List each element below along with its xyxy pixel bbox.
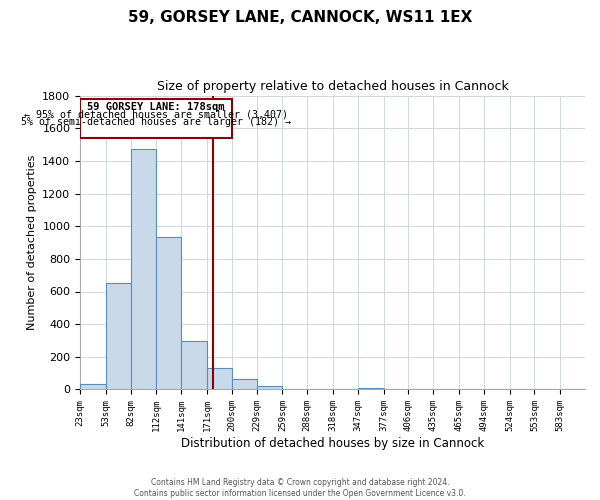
Y-axis label: Number of detached properties: Number of detached properties [27, 155, 37, 330]
Bar [257, 386, 283, 390]
Text: 59 GORSEY LANE: 178sqm: 59 GORSEY LANE: 178sqm [87, 102, 225, 112]
Bar [181, 342, 207, 390]
Title: Size of property relative to detached houses in Cannock: Size of property relative to detached ho… [157, 80, 508, 93]
X-axis label: Distribution of detached houses by size in Cannock: Distribution of detached houses by size … [181, 437, 484, 450]
Bar [106, 284, 131, 390]
Text: Contains HM Land Registry data © Crown copyright and database right 2024.
Contai: Contains HM Land Registry data © Crown c… [134, 478, 466, 498]
Bar [131, 150, 157, 390]
Bar [207, 368, 232, 390]
Bar [232, 379, 257, 390]
Bar [157, 237, 181, 390]
Bar [283, 388, 307, 390]
Text: 59, GORSEY LANE, CANNOCK, WS11 1EX: 59, GORSEY LANE, CANNOCK, WS11 1EX [128, 10, 472, 25]
Bar [80, 99, 232, 138]
Bar [80, 384, 106, 390]
Text: 5% of semi-detached houses are larger (182) →: 5% of semi-detached houses are larger (1… [21, 117, 291, 127]
Bar [358, 388, 383, 390]
Text: ← 95% of detached houses are smaller (3,407): ← 95% of detached houses are smaller (3,… [24, 110, 288, 120]
